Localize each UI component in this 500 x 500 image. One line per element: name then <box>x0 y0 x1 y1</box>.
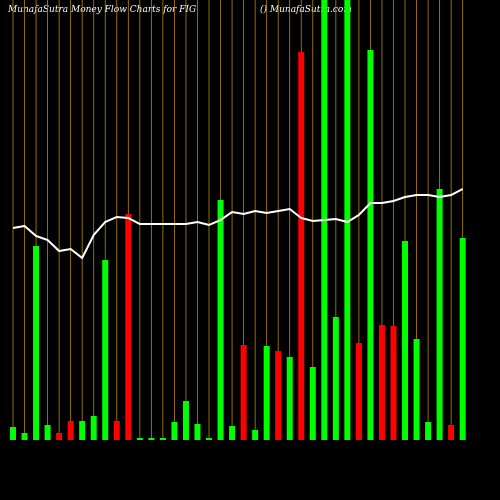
chart-title: MunafaSutra Money Flow Charts for FIG <box>7 5 196 15</box>
bar <box>425 422 432 440</box>
bar <box>390 326 397 440</box>
bar <box>309 367 316 440</box>
bar <box>263 346 270 440</box>
bar <box>229 426 236 440</box>
bar <box>102 260 109 440</box>
chart-subtitle: () MunafaSutra.com <box>260 4 352 15</box>
bar <box>332 317 339 440</box>
bar <box>252 430 259 440</box>
bar <box>148 438 155 440</box>
bar <box>413 339 420 440</box>
bar <box>194 424 201 440</box>
bar <box>136 438 143 440</box>
bar <box>367 50 374 440</box>
bar <box>402 241 409 440</box>
bar <box>355 343 362 440</box>
bar <box>378 325 385 440</box>
bar <box>171 422 178 440</box>
bar <box>10 427 16 440</box>
bar <box>33 246 40 440</box>
bar <box>90 416 97 440</box>
bar <box>79 421 86 440</box>
bar <box>217 200 224 440</box>
bar <box>298 52 305 440</box>
bar <box>448 425 455 440</box>
money-flow-line <box>12 188 464 260</box>
bar <box>125 214 132 440</box>
bar <box>182 401 189 440</box>
bar <box>56 433 63 440</box>
bar <box>240 345 247 440</box>
bar <box>286 357 293 440</box>
bar <box>206 438 213 440</box>
bar <box>113 421 120 440</box>
bar <box>159 438 166 440</box>
bar <box>67 421 74 440</box>
bar <box>459 238 466 440</box>
bar <box>436 189 443 440</box>
bar <box>344 0 351 440</box>
bar <box>275 351 282 440</box>
bar <box>21 433 28 440</box>
bar <box>44 425 51 440</box>
